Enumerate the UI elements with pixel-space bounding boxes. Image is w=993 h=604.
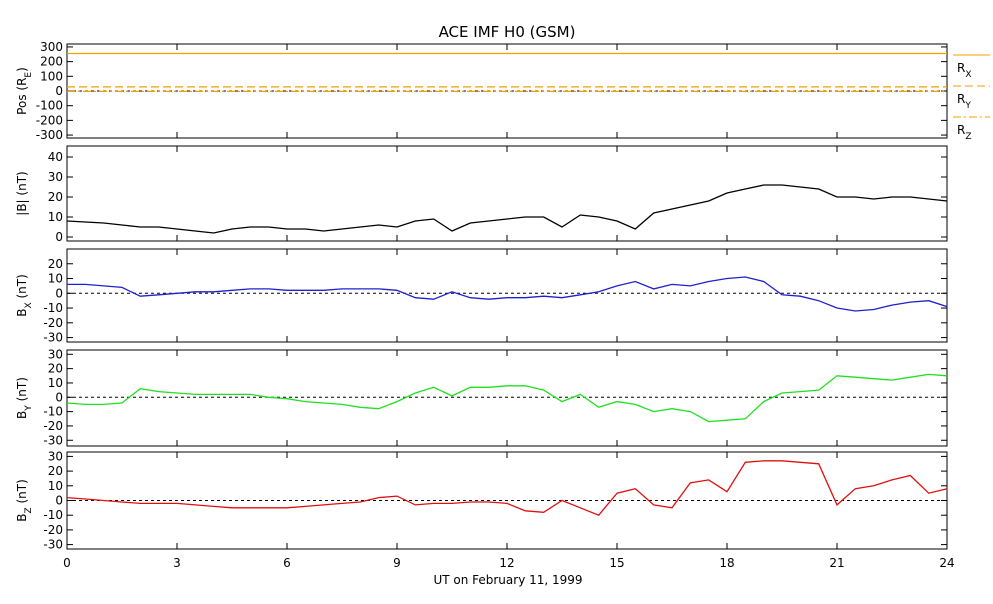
y-tick-label: -100 [36,99,63,113]
y-tick-label: -10 [43,508,63,522]
y-axis-label: BY (nT) [15,377,34,419]
legend-label: RZ [957,123,972,142]
y-tick-label: 10 [48,376,63,390]
y-tick-label: -20 [43,419,63,433]
y-tick-label: 0 [55,390,63,404]
y-axis-label-text: B [15,411,29,419]
y-axis-label-sub: X [24,302,34,308]
y-tick-label: 10 [48,272,63,286]
legend-name: R [957,61,965,75]
y-axis-label-unit: (nT) [15,377,29,405]
y-axis-label: |B| (nT) [15,171,29,215]
y-tick-label: -30 [43,433,63,447]
y-axis-label-text: B [15,514,29,522]
x-tick-label: 18 [719,556,734,570]
y-tick-label: 10 [48,479,63,493]
y-tick-label: 0 [55,230,63,244]
y-tick-label: 0 [55,84,63,98]
y-tick-label: -20 [43,316,63,330]
y-tick-label: 0 [55,286,63,300]
y-tick-label: 30 [48,347,63,361]
y-tick-label: 20 [48,464,63,478]
y-tick-label: 30 [48,449,63,463]
legend-label: RX [957,61,972,80]
y-tick-label: 10 [48,210,63,224]
y-axis-label: Pos (RE) [15,67,34,115]
y-tick-label: 20 [48,362,63,376]
y-axis-label-text: B [15,309,29,317]
y-tick-label: 40 [48,150,63,164]
y-axis-label-text: Pos (R [15,78,29,115]
y-tick-label: -30 [43,538,63,552]
y-tick-label: -30 [43,331,63,345]
y-tick-label: 20 [48,190,63,204]
y-tick-label: 200 [40,55,63,69]
legend-sub: X [965,70,971,80]
x-tick-label: 9 [393,556,401,570]
y-axis-label-sub: E [24,72,34,78]
x-tick-label: 12 [499,556,514,570]
legend-sub: Z [965,132,971,142]
x-axis-label: UT on February 11, 1999 [433,573,582,587]
y-axis-label-unit: (nT) [15,479,29,507]
y-axis-label-unit: (nT) [15,274,29,302]
y-tick-label: -300 [36,128,63,142]
y-tick-label: -10 [43,301,63,315]
x-tick-label: 6 [283,556,291,570]
x-tick-label: 21 [829,556,844,570]
x-tick-label: 3 [173,556,181,570]
y-axis-label-text: |B| (nT) [15,171,29,215]
data-line [66,460,948,516]
chart-title: ACE IMF H0 (GSM) [439,23,576,41]
y-tick-label: 20 [48,257,63,271]
x-tick-label: 24 [939,556,954,570]
legend-sub: Y [964,101,971,111]
data-line [66,373,948,423]
data-line [66,184,948,234]
x-tick-label: 0 [63,556,71,570]
y-axis-label: BZ (nT) [15,479,34,522]
y-tick-label: 300 [40,40,63,54]
y-tick-label: -10 [43,405,63,419]
y-axis-label-sub: Y [24,405,34,412]
y-axis-label-unit: ) [15,67,29,72]
legend-name: R [957,92,965,106]
y-axis-label: BX (nT) [15,274,34,317]
legend-name: R [957,123,965,137]
x-tick-label: 15 [609,556,624,570]
y-tick-label: 30 [48,170,63,184]
data-line [67,276,948,312]
y-tick-label: 0 [55,494,63,508]
y-tick-label: 100 [40,69,63,83]
y-tick-label: -20 [43,523,63,537]
y-axis-label-sub: Z [24,507,34,513]
y-tick-label: -200 [36,113,63,127]
legend-label: RY [957,92,971,111]
